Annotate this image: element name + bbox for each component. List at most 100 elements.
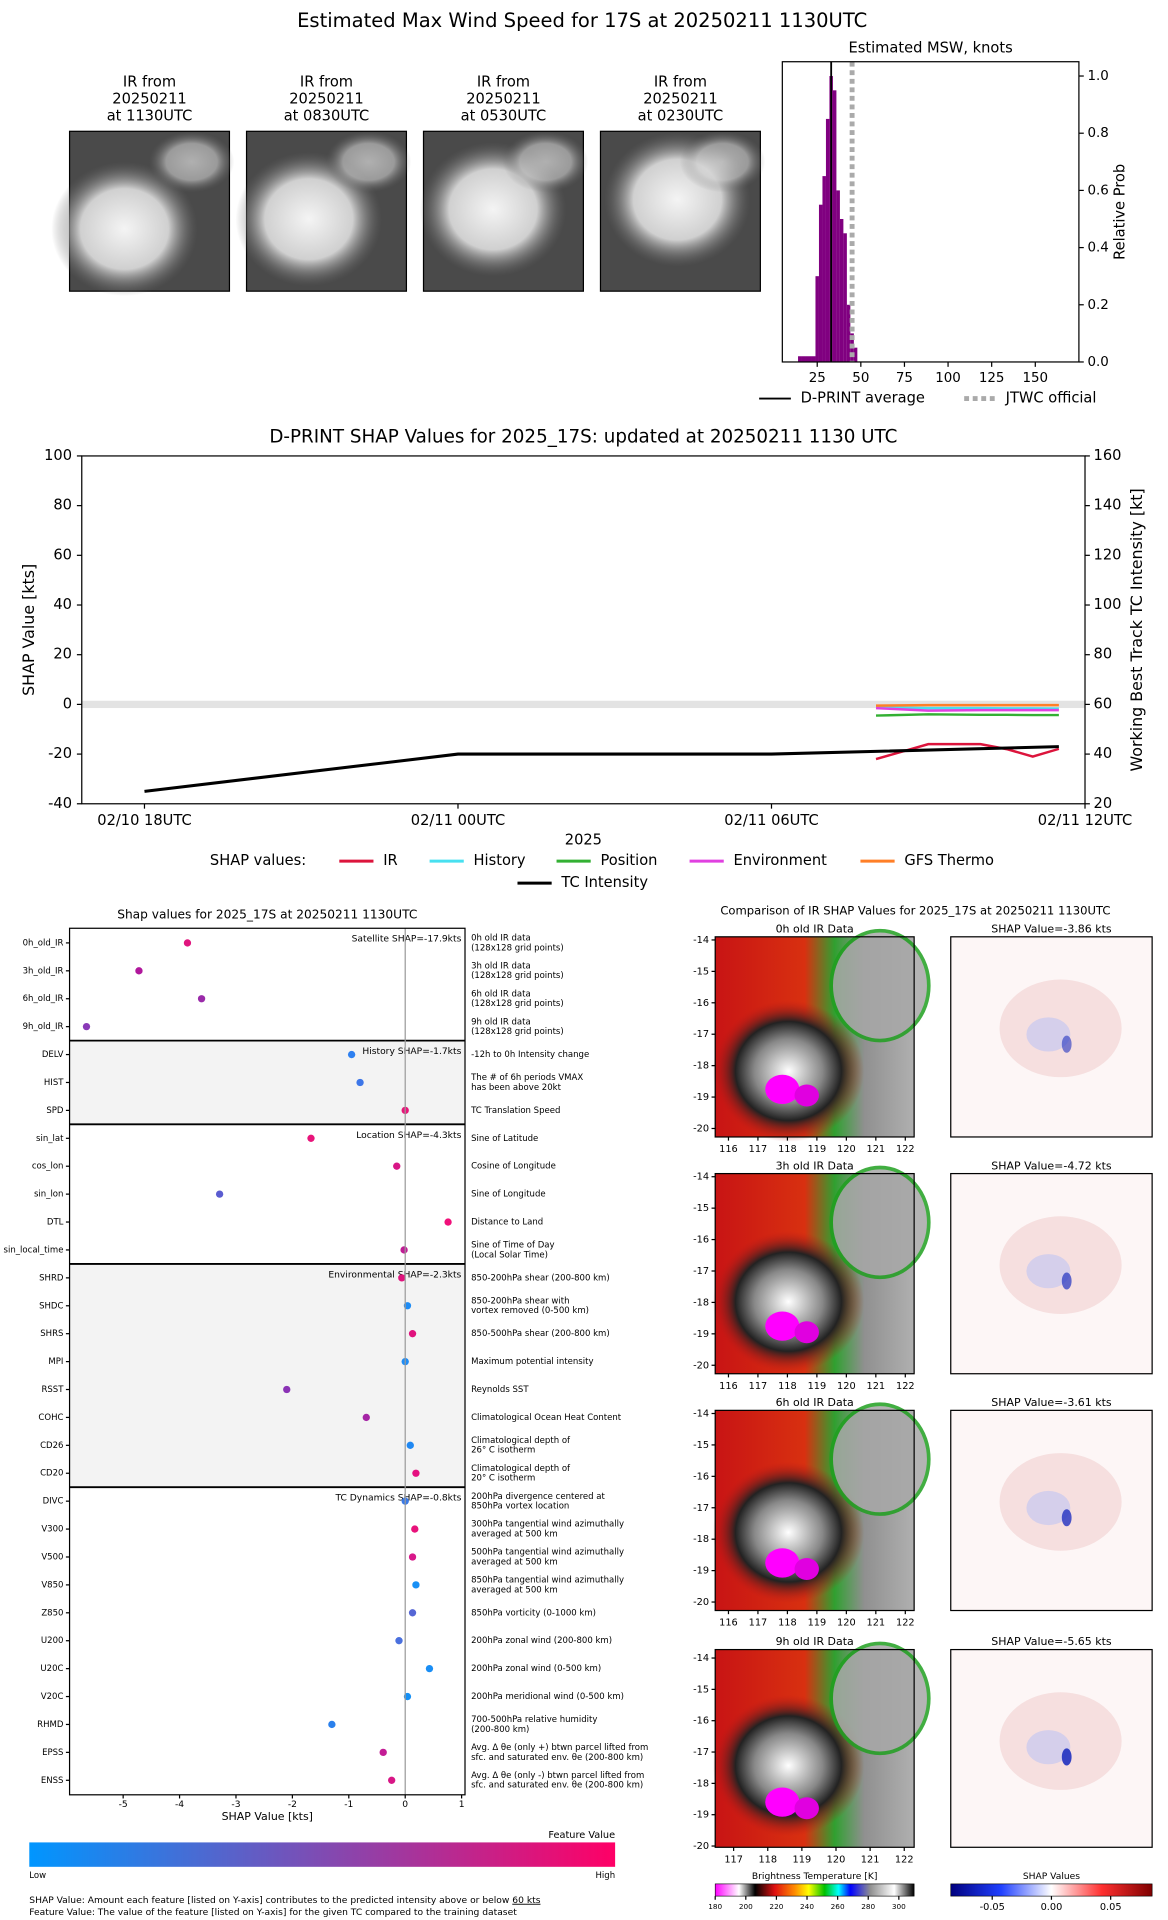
feature-description: 9h old IR data: [471, 1017, 531, 1027]
ir-frame: [714, 1172, 915, 1375]
axes-frame: [68, 927, 466, 1796]
colorbar: [29, 1842, 616, 1867]
feature-description: 850-200hPa shear (200-800 km): [471, 1273, 610, 1283]
feature-description: sfc. and saturated env. θe (200-800 km): [471, 1781, 643, 1791]
feature-name: SHDC: [39, 1301, 63, 1311]
shap-title: SHAP Value=-3.61 kts: [991, 1396, 1112, 1409]
chart-title: Estimated MSW, knots: [848, 39, 1012, 56]
colorbar-tick-label: 0.05: [1100, 1902, 1122, 1913]
x-tick-label: 02/11 12UTC: [1038, 812, 1132, 829]
x-tick-label: 117: [749, 1144, 768, 1155]
feature-dot: [388, 1776, 396, 1784]
feature-dot: [135, 967, 143, 975]
ir-cold-top: [765, 1787, 800, 1817]
feature-description: 26° C isotherm: [471, 1446, 535, 1456]
feature-name: CD26: [40, 1441, 63, 1451]
x-tick-label: 120: [837, 1618, 856, 1629]
shap-title: SHAP Value=-4.72 kts: [991, 1159, 1112, 1172]
ir-image-title: 20250211: [643, 91, 717, 108]
colorbar-tick-label: 260: [831, 1902, 845, 1911]
legend-label: Position: [600, 852, 657, 869]
legend-label: IR: [383, 852, 397, 869]
ir-frame: [714, 936, 915, 1138]
feature-description: 200hPa divergence centered at: [471, 1492, 605, 1502]
legend-label: Environment: [734, 852, 828, 869]
feature-name: MPI: [48, 1357, 63, 1367]
axes-frame: [781, 61, 1080, 363]
feature-name: Z850: [41, 1608, 63, 1618]
shap-pattern: [1061, 1272, 1072, 1290]
ir-cold-top: [794, 1321, 819, 1344]
legend-label: History: [474, 852, 526, 869]
feature-dot: [412, 1581, 420, 1589]
bar: [808, 356, 812, 362]
feature-dot: [412, 1469, 420, 1477]
y-tick-label: 100: [44, 447, 72, 464]
colorbar-title: Brightness Temperature [K]: [752, 1872, 878, 1882]
bar: [825, 118, 830, 362]
bar: [822, 176, 826, 362]
x-tick-label: 120: [827, 1854, 846, 1865]
x-tick-label: 119: [808, 1381, 827, 1392]
y-tick-label: -14: [693, 1653, 709, 1664]
feature-name: cos_lon: [32, 1162, 64, 1172]
chart-title: D-PRINT SHAP Values for 2025_17S: update…: [269, 427, 897, 448]
comparison-title: Comparison of IR SHAP Values for 2025_17…: [720, 904, 1110, 918]
feature-dot: [444, 1218, 452, 1226]
feature-name: U20C: [40, 1664, 63, 1674]
feature-description: Climatological depth of: [471, 1436, 571, 1446]
feature-description: (128x128 grid points): [471, 999, 564, 1009]
y-tick-label: -15: [693, 966, 709, 977]
ir-cold-top: [765, 1548, 800, 1578]
ir-cloud: [829, 1165, 931, 1280]
x-tick-label: 118: [778, 1144, 797, 1155]
feature-name: V20C: [41, 1692, 64, 1702]
feature-name: V300: [41, 1525, 63, 1535]
ir-image-title: 20250211: [466, 91, 540, 108]
feature-description: 500hPa tangential wind azimuthally: [471, 1548, 624, 1558]
feature-name: DTL: [47, 1218, 64, 1228]
x-axis-label: 2025: [565, 831, 602, 848]
group-label: History SHAP=-1.7kts: [362, 1047, 461, 1057]
feature-name: DIVC: [43, 1497, 64, 1507]
feature-name: SPD: [46, 1106, 64, 1116]
feature-name: SHRD: [39, 1273, 64, 1283]
x-tick-label: 117: [724, 1854, 743, 1865]
feature-dot: [408, 1553, 417, 1561]
y-tick-label: -19: [693, 1810, 709, 1821]
feature-dot: [347, 1050, 356, 1059]
group-shade: [69, 1263, 466, 1488]
x-tick-label: 121: [861, 1854, 880, 1865]
x-tick-label: 122: [896, 1381, 915, 1392]
y-tick-label: -20: [48, 745, 72, 762]
feature-description: -12h to 0h Intensity change: [471, 1050, 589, 1060]
ir-cloud: [712, 1000, 865, 1142]
feature-name: 0h_old_IR: [23, 938, 64, 948]
x-tick-label: -1: [344, 1800, 353, 1810]
feature-description: averaged at 500 km: [471, 1557, 558, 1567]
shap-pattern: [1026, 1490, 1071, 1526]
y-tick-label: 20: [53, 646, 72, 663]
group-label: Environmental SHAP=-2.3kts: [328, 1270, 461, 1280]
x-tick-label: 25: [809, 371, 826, 386]
colorbar-tick-label: -0.05: [980, 1902, 1005, 1913]
feature-description: Maximum potential intensity: [471, 1357, 593, 1367]
feature-description: 3h old IR data: [471, 961, 531, 971]
feature-description: 200hPa zonal wind (0-500 km): [471, 1664, 601, 1674]
colorbar-high: High: [596, 1871, 616, 1881]
group-label: TC Dynamics SHAP=-0.8kts: [334, 1494, 461, 1504]
shap-pattern: [1026, 1730, 1071, 1765]
feature-dot: [307, 1134, 315, 1142]
feature-description: TC Translation Speed: [470, 1106, 560, 1116]
y-tick-label: 1.0: [1087, 69, 1108, 84]
feature-description: vortex removed (0-500 km): [471, 1306, 589, 1316]
y-tick-label: 0.6: [1087, 183, 1108, 198]
feature-name: HIST: [44, 1078, 64, 1088]
x-tick-label: -3: [231, 1800, 240, 1810]
x-tick-label: 121: [867, 1144, 886, 1155]
shap-pattern: [1026, 1017, 1071, 1052]
ir-cloud: [712, 1230, 865, 1373]
feature-description: 850hPa tangential wind azimuthally: [471, 1576, 624, 1586]
y-axis-label: SHAP Value [kts]: [19, 564, 38, 696]
